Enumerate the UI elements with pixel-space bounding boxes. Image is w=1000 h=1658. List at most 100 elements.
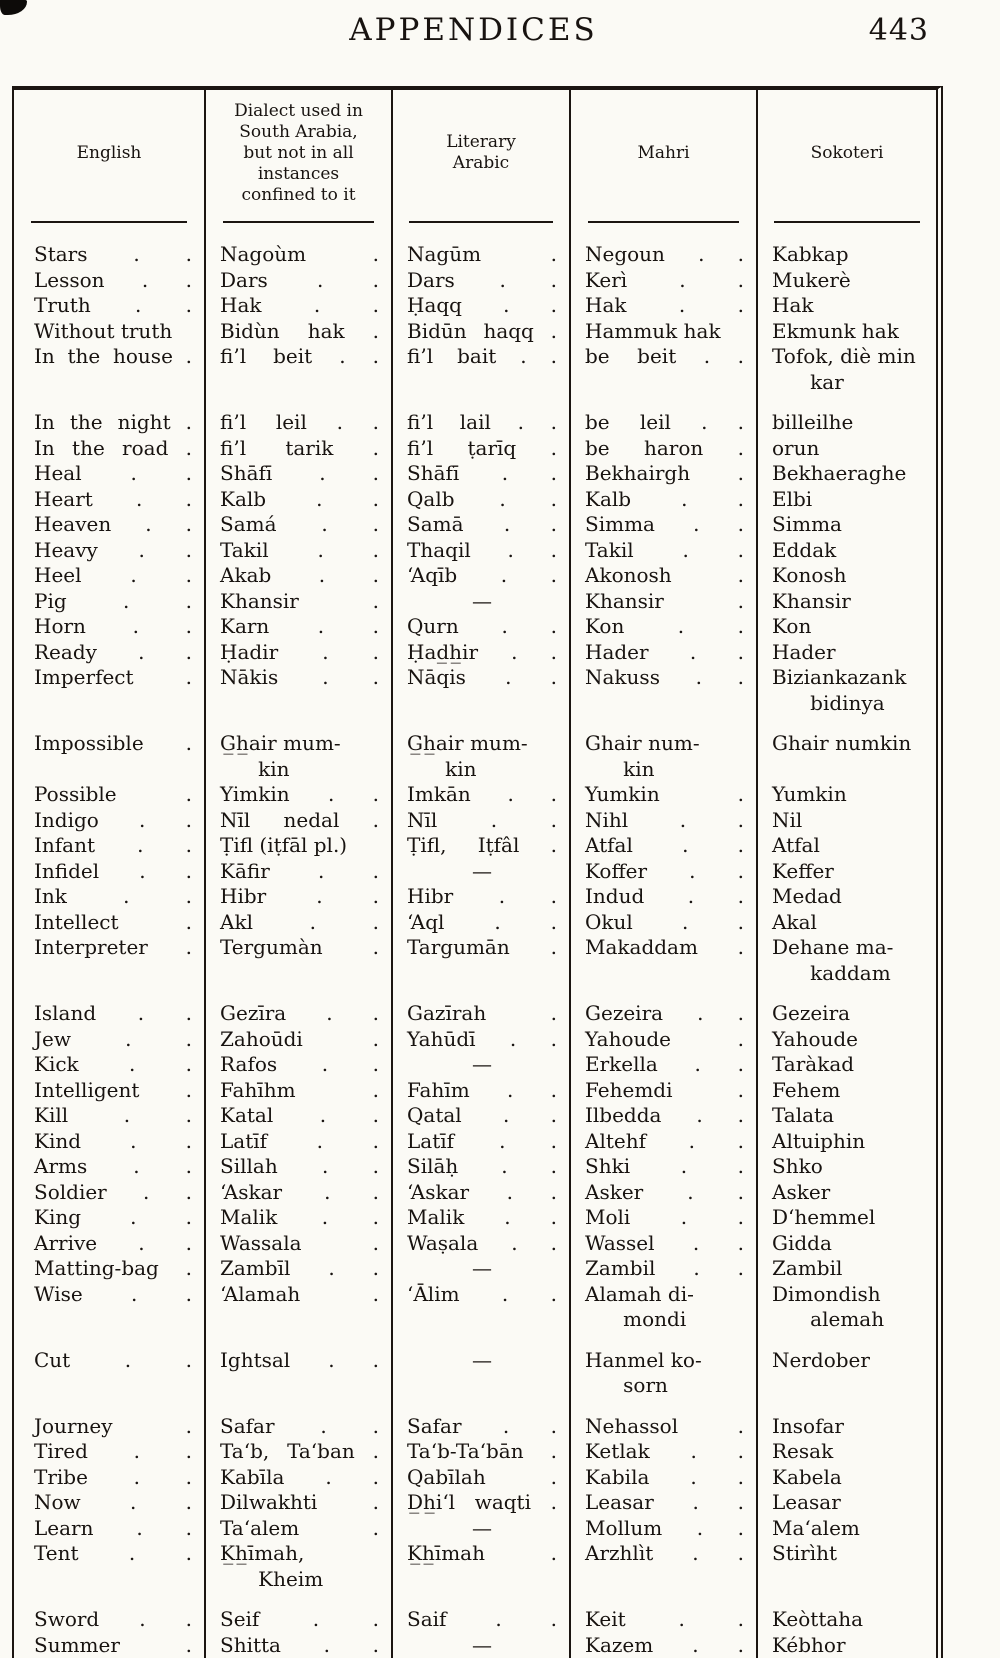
table-cell: Insofar <box>756 1398 936 1439</box>
table-cell: billeilhe <box>756 395 936 436</box>
table-cell: Ma‘alem <box>756 1515 936 1541</box>
table-cell: Now . . <box>34 1490 192 1514</box>
table-cell: — <box>391 1332 569 1399</box>
scan-blot-artifact <box>0 0 27 15</box>
table-cell: Latīf . . <box>391 1128 569 1154</box>
table-cell: In the house . <box>34 344 192 368</box>
table-cell: Targumān . <box>391 935 569 986</box>
table-cell: D‘hemmel <box>756 1205 936 1231</box>
table-cell: ‘Ālim . . <box>391 1281 569 1333</box>
table-cell: Ṭifl (iṭfāl pl.) <box>204 833 391 859</box>
table-cell: Shki . . <box>569 1154 756 1180</box>
table-cell: D̲h̲i‘l waqti . <box>391 1490 569 1516</box>
table-cell: Kabkap <box>756 228 936 268</box>
table-cell: Okul . . <box>569 909 756 935</box>
table-cell: Shitta . . <box>204 1632 391 1658</box>
table-cell: Dehane ma- kaddam <box>756 935 936 986</box>
table-cell: Asker . . <box>569 1179 756 1205</box>
table-cell: Wassala . <box>204 1230 391 1256</box>
table-cell: Soldier . . <box>34 1179 192 1204</box>
table-cell: Yahūdī . . <box>391 1026 569 1052</box>
table-cell: Rafos . . <box>204 1052 391 1078</box>
table-cell: ‘Askar . . <box>204 1179 391 1205</box>
table-cell: Saif . . <box>391 1592 569 1633</box>
table-cell: Learn . . <box>34 1515 192 1540</box>
table-cell: Silāḥ . . <box>391 1154 569 1180</box>
table-cell: Interpreter . <box>34 935 192 959</box>
table-cell: Konosh <box>756 563 936 589</box>
table-cell: Hak <box>756 293 936 319</box>
table-cell: — <box>391 588 569 614</box>
table-cell: Zambil <box>756 1256 936 1282</box>
table-cell: Indigo . . <box>34 807 192 832</box>
table-cell: fi’l lail . . <box>391 395 569 436</box>
table-cell: Fehem <box>756 1077 936 1103</box>
table-cell: Hibr . . <box>391 884 569 910</box>
table-cell: be haron . <box>569 435 756 461</box>
table-cell: Mollum . . <box>569 1515 756 1541</box>
table-cell: Leasar . . <box>569 1490 756 1516</box>
table-cell: Biziankazank bidinya <box>756 665 936 716</box>
table-cell: Infidel . . <box>34 858 192 883</box>
table-cell: Akonosh . <box>569 563 756 589</box>
table-cell: Ketlak . . <box>569 1439 756 1465</box>
table-cell: Hader <box>756 639 936 665</box>
table-cell: fi’l leil . . <box>204 395 391 436</box>
table-cell: Matting-bag . <box>34 1256 192 1280</box>
table-cell: Hak . . <box>569 293 756 319</box>
table-cell: Ink . . <box>34 884 192 908</box>
table-cell: King . . <box>34 1205 192 1229</box>
table-cell: Altuiphin <box>756 1128 936 1154</box>
table-cell: Gezeira . . <box>569 986 756 1027</box>
table-cell: Mukerè <box>756 267 936 293</box>
table-cell: Intelligent . <box>34 1077 192 1102</box>
table-cell: Zambīl . . <box>204 1256 391 1282</box>
table-cell: ‘Alamah . <box>204 1281 391 1333</box>
table-cell: Tired . . <box>34 1439 192 1463</box>
table-cell: Stars . . <box>34 242 192 266</box>
table-cell: Kind . . <box>34 1128 192 1153</box>
table-cell: Seif . . <box>204 1592 391 1633</box>
table-cell: Samā . . <box>391 512 569 538</box>
table-cell: — <box>391 1632 569 1658</box>
table-cell: Kabila . . <box>569 1464 756 1490</box>
vocabulary-table: English Dialect used in South Arabia, but… <box>12 86 943 1658</box>
table-cell: Atfal . . <box>569 833 756 859</box>
table-cell: Elbi <box>756 486 936 512</box>
table-cell: Ta‘b-Ta‘bān . <box>391 1439 569 1465</box>
table-cell: Nihl . . <box>569 807 756 833</box>
table-cell: Karn . . <box>204 614 391 640</box>
table-cell: Heart . . <box>34 486 192 511</box>
table-cell: ‘Aql . . <box>391 909 569 935</box>
table-cell: Thaqil . . <box>391 537 569 563</box>
table-cell: Ghair numkin <box>756 716 936 782</box>
table-cell: Hibr . . <box>204 884 391 910</box>
table-cell: fi’l ṭarīq . <box>391 435 569 461</box>
table-cell: K̲h̲īmah . <box>391 1541 569 1592</box>
table-cell: Qabīlah . <box>391 1464 569 1490</box>
table-cell: Asker <box>756 1179 936 1205</box>
table-cell: Impossible . <box>34 731 192 755</box>
table-cell: Pig . . <box>34 588 192 613</box>
table-cell: Sillah . . <box>204 1154 391 1180</box>
table-cell: Nagūm . <box>391 228 569 268</box>
table-cell: Hanmel ko- sorn <box>569 1332 756 1399</box>
table-cell: Qalb . . <box>391 486 569 512</box>
table-cell: Kabīla . . <box>204 1464 391 1490</box>
table-cell: Kill . . <box>34 1103 192 1127</box>
table-cell: Negoun . . <box>569 228 756 268</box>
table-cell: Moli . . <box>569 1205 756 1231</box>
table-cell: — <box>391 858 569 884</box>
page-header: APPENDICES 443 <box>12 12 935 62</box>
table-cell: Fahīm . . <box>391 1077 569 1103</box>
table-cell: Yimkin . . <box>204 782 391 808</box>
table-cell: Shāfī . . <box>391 461 569 487</box>
table-cell: Khansir <box>756 588 936 614</box>
table-cell: Ṭifl, Iṭfâl . <box>391 833 569 859</box>
table-cell: Nil <box>756 807 936 833</box>
table-cell: Eddak <box>756 537 936 563</box>
table-cell: Takil . . <box>569 537 756 563</box>
column-header: Mahri <box>569 90 756 228</box>
table-cell: Summer . <box>34 1632 192 1657</box>
table-cell: Imperfect . <box>34 665 192 689</box>
